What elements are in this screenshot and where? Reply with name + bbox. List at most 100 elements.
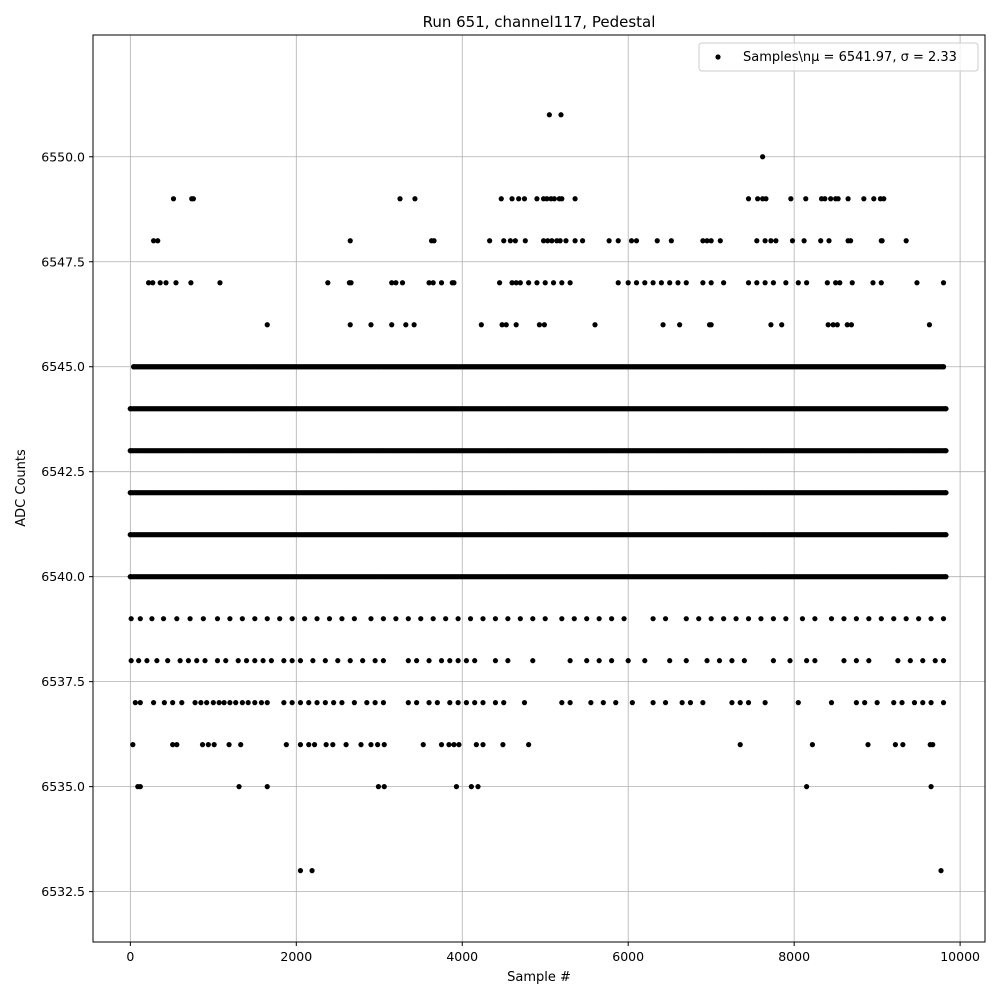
data-point <box>559 280 565 286</box>
data-point <box>509 280 515 286</box>
data-point <box>507 238 513 244</box>
data-point <box>322 658 328 664</box>
data-point <box>472 700 478 706</box>
data-point <box>311 742 318 748</box>
data-point <box>783 616 789 622</box>
data-point <box>132 700 138 706</box>
data-point <box>658 280 664 286</box>
data-point <box>252 616 258 622</box>
data-point <box>763 196 769 202</box>
data-point <box>131 364 137 370</box>
data-point <box>625 280 631 286</box>
data-point <box>150 280 156 286</box>
data-point <box>536 322 543 328</box>
legend-label: Samples\nμ = 6541.97, σ = 2.33 <box>743 50 957 65</box>
data-point <box>822 196 828 202</box>
data-point <box>505 616 511 622</box>
data-point <box>812 616 818 622</box>
data-point <box>526 742 532 748</box>
data-point <box>223 658 229 664</box>
data-point <box>137 616 143 622</box>
data-point <box>399 280 406 286</box>
data-point <box>301 616 308 622</box>
data-point <box>834 322 840 328</box>
y-tick-label: 6542.5 <box>41 464 85 479</box>
data-point <box>683 616 689 622</box>
data-point <box>314 700 320 706</box>
data-point <box>521 196 528 202</box>
data-point <box>389 322 395 328</box>
y-tick-label: 6535.0 <box>41 779 85 794</box>
data-point <box>192 700 198 706</box>
data-point <box>613 700 619 706</box>
data-point <box>492 700 499 706</box>
x-tick-label: 6000 <box>612 949 644 964</box>
data-point <box>499 322 505 328</box>
data-point <box>430 280 436 286</box>
data-point <box>891 616 897 622</box>
data-point <box>835 196 841 202</box>
data-point <box>434 700 440 706</box>
data-point <box>309 868 315 874</box>
data-point <box>411 322 417 328</box>
data-point <box>322 700 328 706</box>
data-point <box>892 742 898 748</box>
data-point <box>204 700 210 706</box>
data-point <box>592 322 598 328</box>
data-point <box>795 280 801 286</box>
data-point <box>335 658 341 664</box>
data-point <box>150 238 157 244</box>
data-point <box>314 616 320 622</box>
x-tick-label: 0 <box>126 949 134 964</box>
data-point <box>708 616 714 622</box>
data-point <box>920 658 926 664</box>
data-point <box>787 658 793 664</box>
data-point <box>323 742 329 748</box>
data-point <box>668 238 674 244</box>
data-point <box>517 280 523 286</box>
data-point <box>214 616 221 622</box>
data-point <box>737 700 743 706</box>
data-point <box>567 658 573 664</box>
data-point <box>258 700 265 706</box>
data-point <box>347 658 353 664</box>
data-point <box>865 742 871 748</box>
data-point <box>198 700 204 706</box>
data-point <box>754 280 760 286</box>
data-point <box>145 280 152 286</box>
data-point <box>343 742 349 748</box>
data-point <box>161 700 167 706</box>
data-point <box>534 196 540 202</box>
data-point <box>745 616 752 622</box>
data-point <box>347 322 353 328</box>
data-point <box>660 322 666 328</box>
data-point <box>801 238 807 244</box>
data-point <box>283 742 289 748</box>
data-point <box>708 322 714 328</box>
y-axis-ticks: 6532.5 6535.0 6537.5 6540.0 6542.5 6545.0 6547… <box>41 149 93 899</box>
data-point <box>403 322 409 328</box>
data-point <box>393 616 399 622</box>
y-tick-label: 6537.5 <box>41 674 85 689</box>
data-point <box>414 658 420 664</box>
data-point <box>492 658 499 664</box>
data-point <box>754 238 760 244</box>
data-point <box>654 238 660 244</box>
data-point <box>625 658 631 664</box>
x-tick-label: 2000 <box>280 949 312 964</box>
data-point <box>609 658 615 664</box>
data-point <box>233 700 239 706</box>
data-point <box>513 322 519 328</box>
data-point <box>804 784 810 790</box>
data-point <box>943 532 949 538</box>
data-point <box>899 700 905 706</box>
data-point <box>418 616 424 622</box>
data-point <box>238 742 244 748</box>
data-point <box>828 616 835 622</box>
data-point <box>914 280 920 286</box>
dense-band-6542 <box>127 490 949 496</box>
data-point <box>194 658 200 664</box>
data-point <box>812 658 818 664</box>
data-point <box>187 616 193 622</box>
